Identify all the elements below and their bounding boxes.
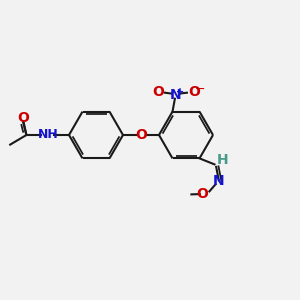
Text: O: O xyxy=(196,187,208,201)
Text: O: O xyxy=(17,111,29,124)
Text: H: H xyxy=(217,154,228,167)
Text: +: + xyxy=(176,86,184,97)
Text: O: O xyxy=(188,85,200,99)
Text: −: − xyxy=(195,82,205,96)
Text: N: N xyxy=(170,88,181,102)
Text: N: N xyxy=(213,175,225,188)
Text: O: O xyxy=(152,85,164,99)
Text: O: O xyxy=(135,128,147,142)
Text: NH: NH xyxy=(38,128,58,142)
